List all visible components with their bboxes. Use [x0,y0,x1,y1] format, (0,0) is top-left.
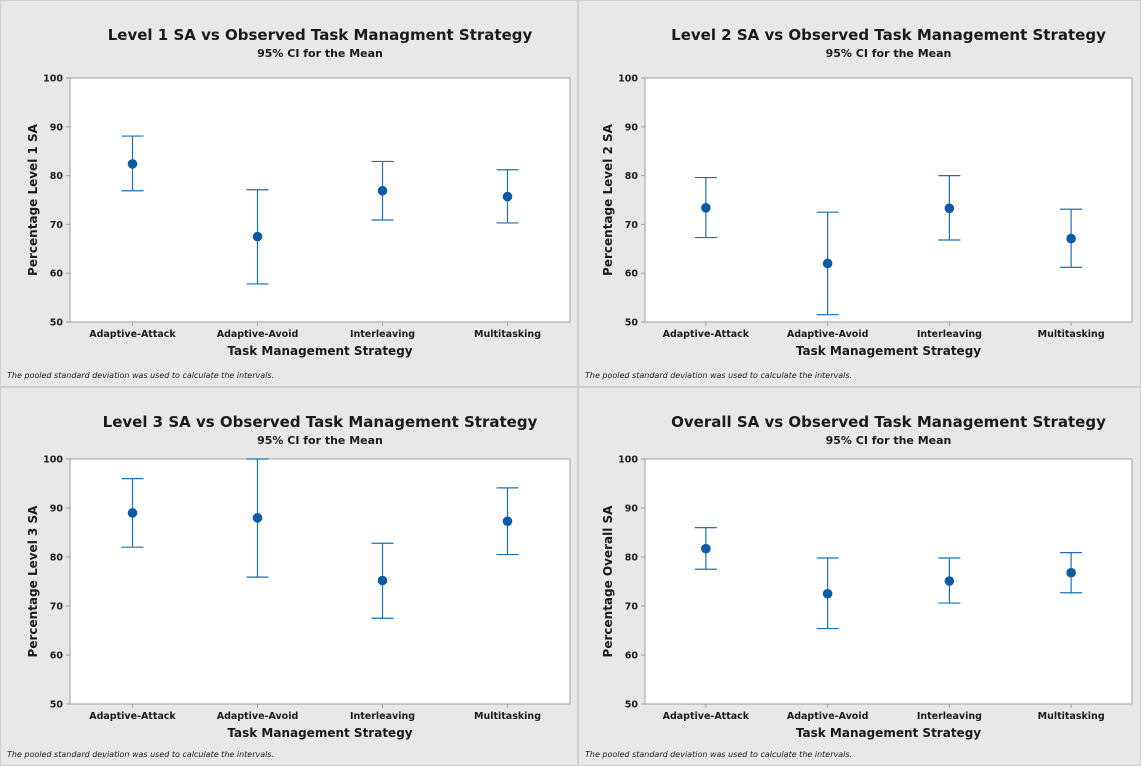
x-axis-label: Task Management Strategy [796,726,981,740]
y-tick-label: 100 [618,74,638,85]
mean-point [378,186,388,196]
mean-point [128,159,138,169]
y-tick-label: 100 [43,74,63,85]
x-axis-label: Task Management Strategy [796,344,981,358]
y-tick-label: 90 [625,504,639,515]
mean-point [701,544,711,554]
y-axis-label: Percentage Overall SA [601,505,615,658]
y-tick-label: 50 [625,318,639,329]
y-tick-label: 60 [625,269,639,280]
x-tick-label: Adaptive-Attack [663,329,750,340]
y-tick-label: 50 [50,700,64,711]
x-tick-label: Multitasking [474,711,541,722]
mean-point [1066,234,1076,244]
mean-point [1066,568,1076,578]
x-tick-label: Interleaving [917,329,982,340]
y-tick-label: 80 [625,553,639,564]
y-tick-label: 60 [625,651,639,662]
chart-subtitle: 95% CI for the Mean [257,47,383,60]
mean-point [945,203,955,213]
x-tick-label: Adaptive-Avoid [787,711,869,722]
chart-svg: Level 3 SA vs Observed Task Management S… [1,388,578,766]
mean-point [253,232,263,242]
x-tick-label: Multitasking [1038,711,1105,722]
mean-point [823,259,833,269]
chart-subtitle: 95% CI for the Mean [826,47,952,60]
chart-svg: Level 2 SA vs Observed Task Management S… [579,1,1141,387]
chart-title: Level 3 SA vs Observed Task Management S… [103,413,538,431]
y-tick-label: 60 [50,269,64,280]
y-tick-label: 80 [625,171,639,182]
mean-point [128,508,138,518]
x-tick-label: Adaptive-Avoid [217,329,299,340]
chart-subtitle: 95% CI for the Mean [826,434,952,447]
y-tick-label: 70 [50,220,64,231]
mean-point [945,576,955,586]
mean-point [503,516,513,526]
x-tick-label: Adaptive-Attack [89,329,176,340]
plot-area [70,78,570,322]
y-tick-label: 70 [625,602,639,613]
x-tick-label: Multitasking [474,329,541,340]
x-tick-label: Interleaving [350,711,415,722]
chart-title: Level 1 SA vs Observed Task Managment St… [108,26,533,44]
chart-subtitle: 95% CI for the Mean [257,434,383,447]
mean-point [378,576,388,586]
chart-svg: Level 1 SA vs Observed Task Managment St… [1,1,578,387]
x-axis-label: Task Management Strategy [227,344,412,358]
y-axis-label: Percentage Level 1 SA [26,123,40,276]
chart-title: Overall SA vs Observed Task Management S… [671,413,1106,431]
x-tick-label: Adaptive-Avoid [787,329,869,340]
y-tick-label: 90 [50,122,64,133]
chart-footnote: The pooled standard deviation was used t… [7,750,274,759]
y-tick-label: 80 [50,171,64,182]
x-tick-label: Multitasking [1038,329,1105,340]
y-axis-label: Percentage Level 2 SA [601,123,615,276]
chart-panel: Level 2 SA vs Observed Task Management S… [578,0,1141,387]
y-tick-label: 90 [625,122,639,133]
y-tick-label: 70 [625,220,639,231]
x-tick-label: Adaptive-Attack [89,711,176,722]
y-tick-label: 60 [50,651,64,662]
x-tick-label: Interleaving [350,329,415,340]
chart-panel: Level 3 SA vs Observed Task Management S… [0,387,578,766]
mean-point [253,513,263,523]
y-tick-label: 90 [50,504,64,515]
mean-point [823,589,833,599]
plot-area [70,459,570,704]
y-tick-label: 80 [50,553,64,564]
y-tick-label: 50 [625,700,639,711]
x-tick-label: Interleaving [917,711,982,722]
x-tick-label: Adaptive-Avoid [217,711,299,722]
chart-title: Level 2 SA vs Observed Task Management S… [671,26,1106,44]
plot-area [645,459,1132,704]
plot-area [645,78,1132,322]
x-tick-label: Adaptive-Attack [663,711,750,722]
chart-panel: Level 1 SA vs Observed Task Managment St… [0,0,578,387]
chart-footnote: The pooled standard deviation was used t… [585,750,852,759]
chart-footnote: The pooled standard deviation was used t… [585,371,852,380]
y-tick-label: 70 [50,602,64,613]
chart-svg: Overall SA vs Observed Task Management S… [579,388,1141,766]
x-axis-label: Task Management Strategy [227,726,412,740]
y-tick-label: 50 [50,318,64,329]
chart-panel: Overall SA vs Observed Task Management S… [578,387,1141,766]
y-axis-label: Percentage Level 3 SA [26,505,40,658]
y-tick-label: 100 [618,455,638,466]
y-tick-label: 100 [43,455,63,466]
mean-point [503,192,513,202]
chart-footnote: The pooled standard deviation was used t… [7,371,274,380]
mean-point [701,203,711,213]
